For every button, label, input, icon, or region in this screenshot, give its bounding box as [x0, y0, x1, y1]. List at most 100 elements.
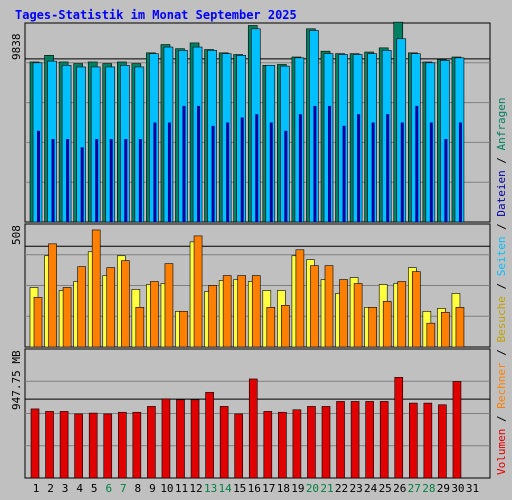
x-tick-label: 22 [335, 482, 348, 495]
volumen-bar [350, 401, 360, 479]
rechner-bar [281, 305, 290, 348]
x-tick-label: 12 [189, 482, 202, 495]
seiten-bar [386, 114, 390, 222]
seiten-bar [51, 139, 55, 222]
volumen-bar [190, 399, 200, 479]
seiten-bar [80, 147, 84, 222]
x-tick-label: 29 [437, 482, 450, 495]
seiten-bar [138, 139, 142, 222]
legend-part: / [495, 343, 508, 363]
x-tick-label: 2 [47, 482, 54, 495]
legend-part: Volumen [495, 429, 508, 475]
legend-part: Besuche [495, 296, 508, 342]
volumen-bar [394, 376, 404, 479]
x-tick-label: 1 [33, 482, 40, 495]
legend-part: Rechner [495, 362, 508, 409]
seiten-bar [95, 139, 99, 222]
x-tick-label: 8 [135, 482, 142, 495]
middle-panel: 508 [10, 223, 491, 348]
x-tick-label: 26 [393, 482, 406, 495]
seiten-bar [429, 122, 433, 222]
rechner-bar [179, 310, 188, 348]
seiten-bar [255, 114, 259, 222]
x-tick-label: 20 [306, 482, 319, 495]
x-tick-label: 19 [291, 482, 304, 495]
x-tick-label: 3 [62, 482, 69, 495]
rechner-bar [106, 267, 116, 348]
rechner-bar [397, 281, 407, 348]
volumen-bar [379, 401, 389, 479]
seiten-bar [444, 139, 448, 222]
rechner-bar [353, 283, 363, 348]
x-tick-label: 18 [277, 482, 290, 495]
rechner-bar [237, 275, 246, 348]
top-panel: 9838 [10, 21, 491, 223]
volumen-bar [452, 381, 462, 479]
x-tick-label: 31 [466, 482, 479, 495]
volumen-bar [147, 406, 156, 479]
rechner-bar [368, 307, 377, 348]
legend-part: / [495, 276, 508, 296]
volumen-bar [307, 406, 316, 479]
seiten-bar [240, 117, 244, 222]
rechner-bar [164, 263, 174, 348]
rechner-bar [251, 275, 261, 348]
volumen-bar [88, 412, 98, 479]
volumen-bar [59, 411, 69, 479]
rechner-bar [208, 285, 217, 348]
x-tick-label: 4 [76, 482, 83, 495]
rechner-bar [382, 301, 392, 348]
legend-part: / [495, 409, 508, 429]
x-tick-label: 11 [175, 482, 188, 495]
seiten-bar [153, 122, 157, 222]
volumen-bar [248, 378, 258, 479]
x-tick-label: 14 [219, 482, 233, 495]
rechner-bar [91, 229, 101, 348]
rechner-bar [77, 266, 86, 348]
rechner-bar [411, 271, 421, 348]
x-tick-label: 28 [422, 482, 435, 495]
x-tick-label: 5 [91, 482, 98, 495]
volumen-bar [263, 411, 273, 479]
rechner-bar [339, 279, 348, 348]
rechner-bar [193, 235, 203, 348]
seiten-bar [37, 130, 40, 222]
rechner-bar [324, 265, 334, 348]
seiten-bar [400, 122, 404, 222]
bottom-y-tick-label: 947.75 MB [10, 350, 23, 410]
chart-title: Tages-Statistik im Monat September 2025 [15, 8, 297, 22]
seiten-bar [211, 125, 215, 222]
volumen-bar [30, 408, 40, 479]
rechner-bar [222, 275, 232, 348]
volumen-bar [205, 391, 214, 479]
volumen-bar [292, 409, 302, 479]
x-tick-label: 10 [160, 482, 173, 495]
seiten-bar [167, 122, 171, 222]
rechner-bar [135, 307, 145, 348]
volumen-bar [234, 413, 243, 479]
rechner-bar [310, 265, 319, 348]
x-tick-label: 15 [233, 482, 246, 495]
x-tick-label: 21 [320, 482, 333, 495]
x-tick-label: 30 [451, 482, 464, 495]
rechner-bar [48, 243, 57, 348]
volumen-bar [365, 401, 374, 479]
volumen-bar [423, 402, 433, 479]
x-tick-label: 9 [149, 482, 156, 495]
volumen-bar [438, 404, 447, 479]
x-tick-label: 13 [204, 482, 217, 495]
volumen-bar [336, 401, 345, 479]
volumen-bar [408, 402, 418, 479]
middle-y-tick-label: 508 [10, 225, 23, 245]
x-tick-label: 24 [364, 482, 378, 495]
seiten-bar [284, 130, 288, 222]
seiten-bar [342, 125, 346, 222]
volumen-bar [219, 406, 229, 479]
volumen-bar [132, 411, 142, 479]
x-tick-label: 27 [408, 482, 421, 495]
volumen-bar [321, 406, 331, 479]
rechner-bar [150, 281, 159, 348]
rechner-bar [441, 311, 450, 348]
x-axis-labels: 1 2 3 4 5 6 7 8 9 10 11 12 13 14 15 16 17 18 19 20 21 22 23 24 2… [33, 482, 479, 495]
